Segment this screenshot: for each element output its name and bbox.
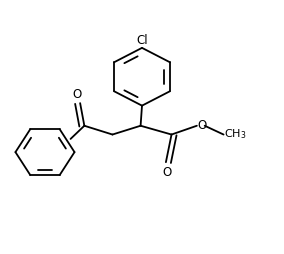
Text: CH$_3$: CH$_3$ (224, 128, 247, 141)
Text: Cl: Cl (136, 34, 148, 46)
Text: O: O (163, 166, 172, 179)
Text: O: O (197, 119, 207, 132)
Text: O: O (73, 88, 82, 101)
